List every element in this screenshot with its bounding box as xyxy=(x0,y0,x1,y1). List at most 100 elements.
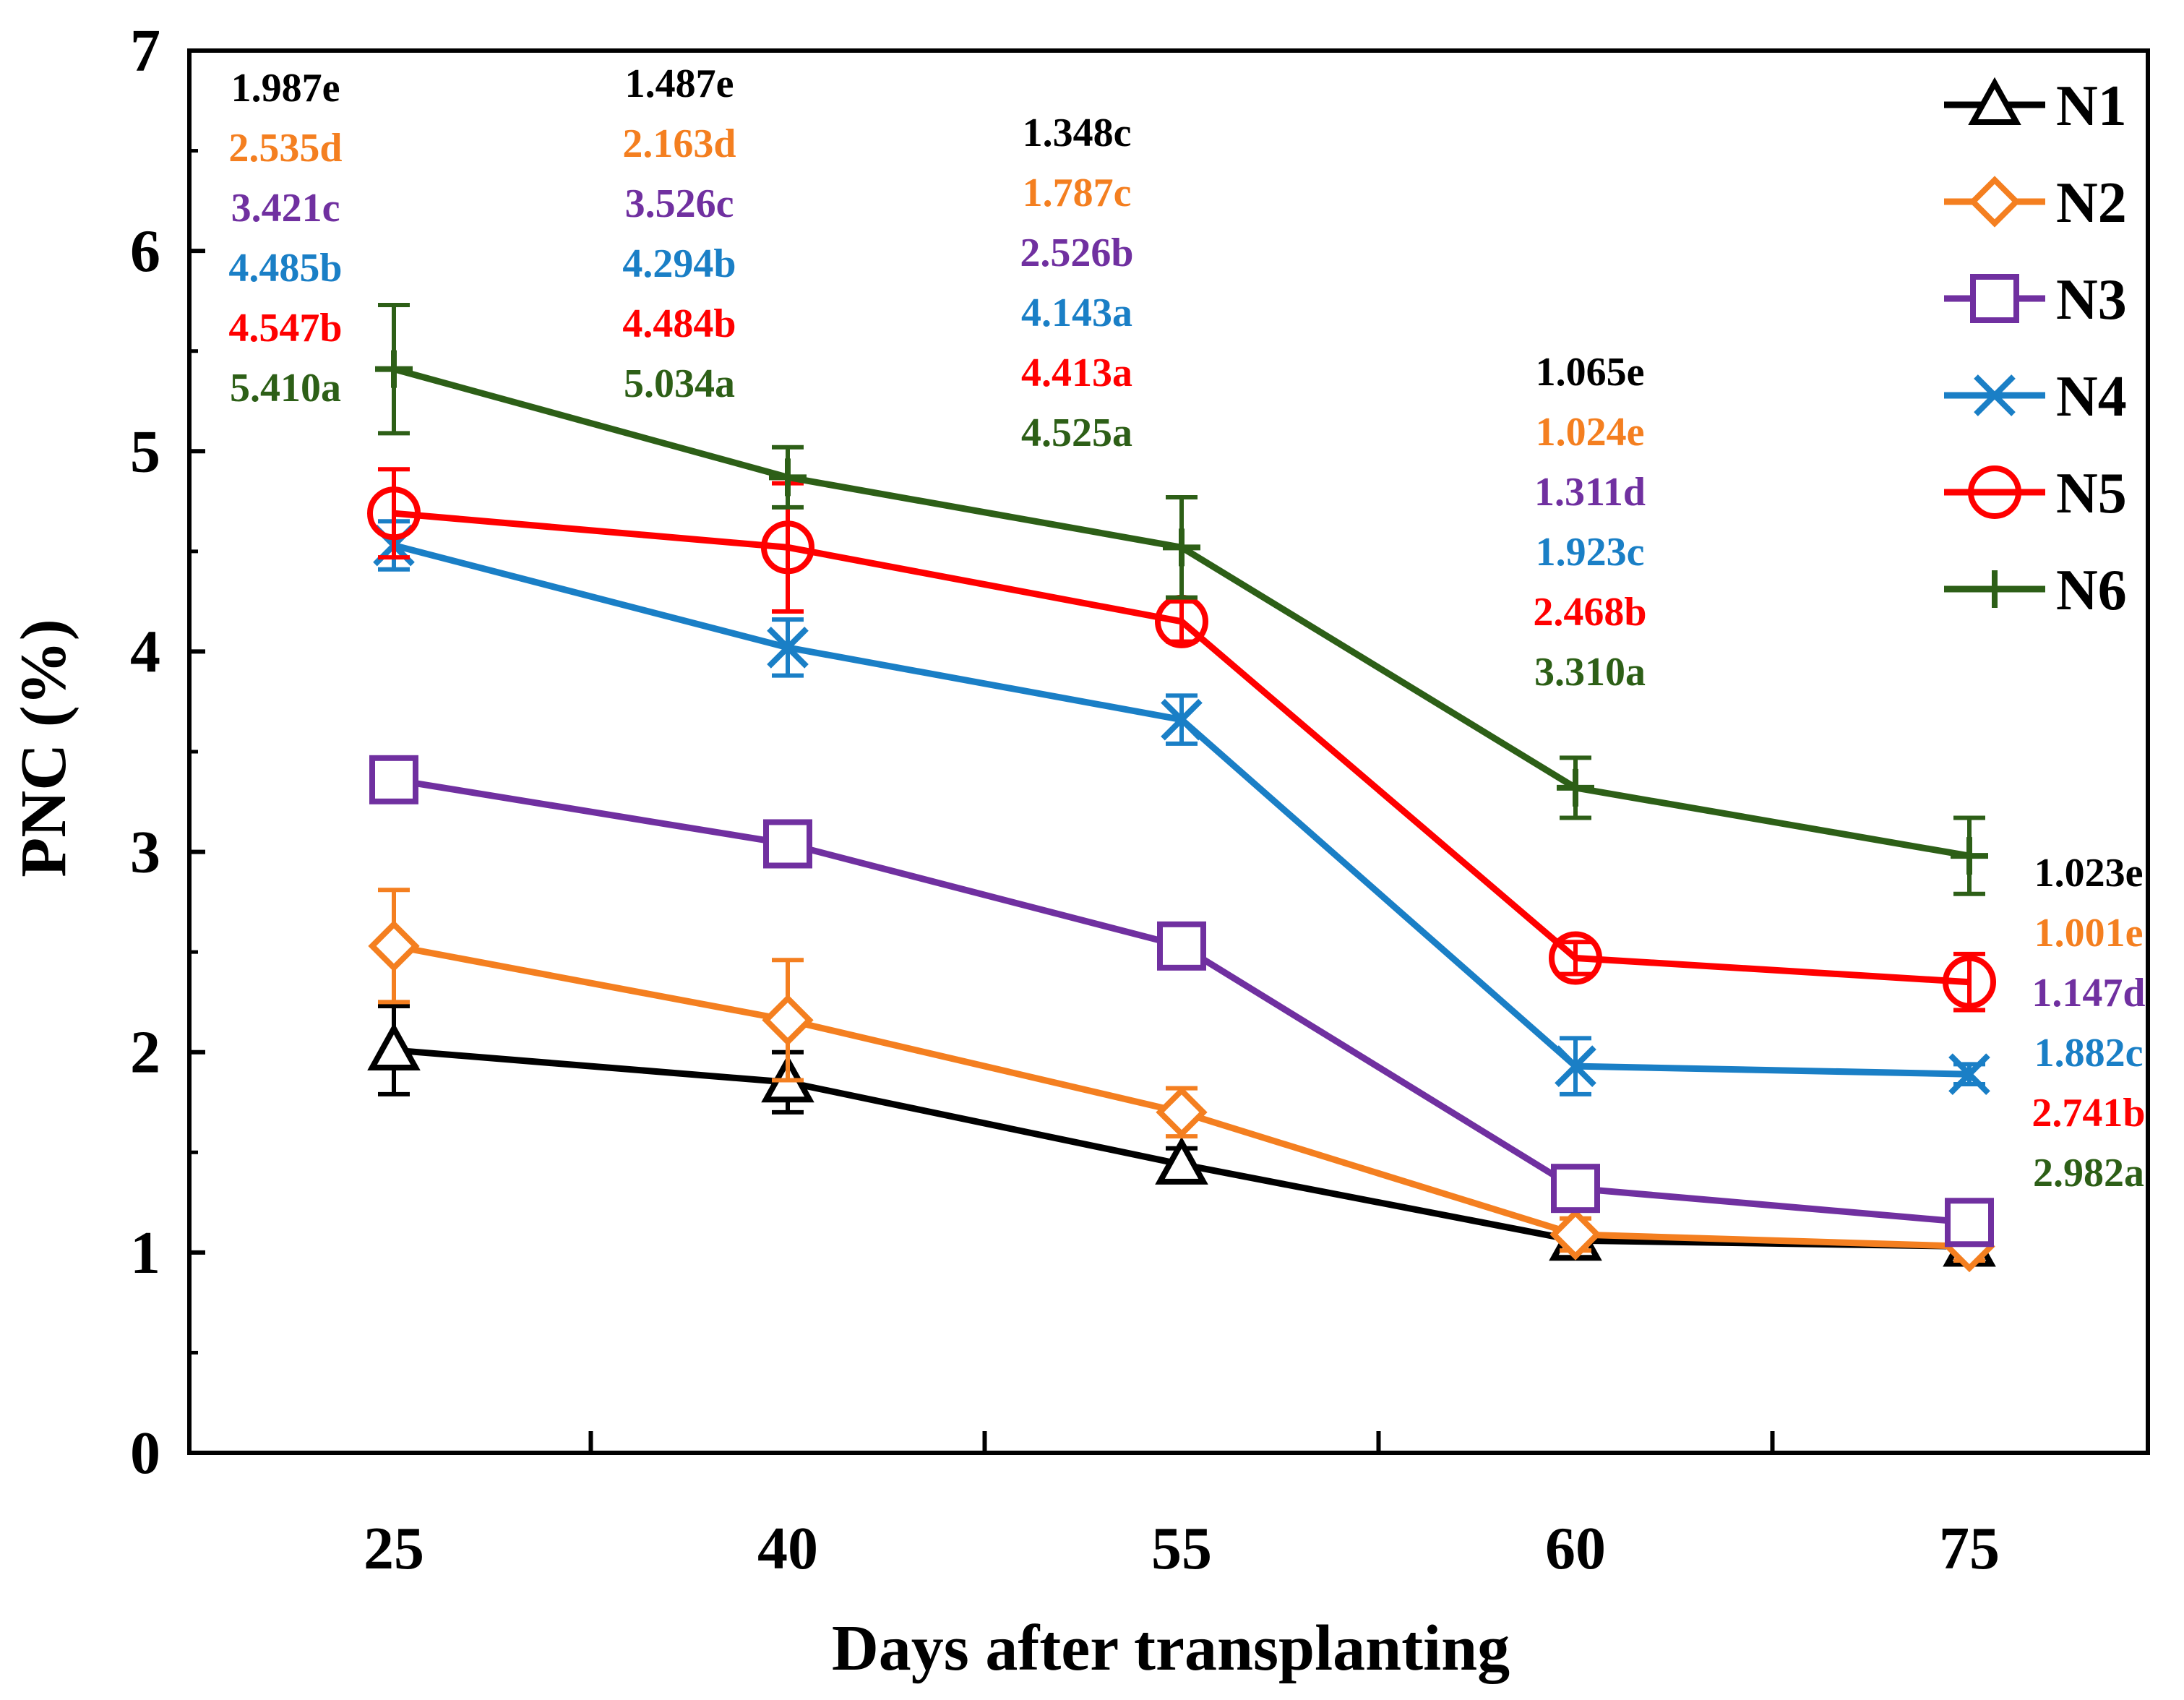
legend-marker-n1 xyxy=(1968,77,2021,125)
series-n6 xyxy=(375,302,1988,896)
significance-label: 3.526c xyxy=(625,181,734,226)
significance-label: 1.001e xyxy=(2034,911,2144,956)
legend-item-n5: N5 xyxy=(1944,462,2127,525)
significance-label: 1.787c xyxy=(1023,171,1132,215)
legend-label: N4 xyxy=(2056,365,2127,429)
significance-label: 3.310a xyxy=(1534,650,1646,695)
data-point-n1 xyxy=(367,1022,421,1070)
x-axis-title: Days after transplanting xyxy=(832,1613,1510,1684)
data-point-n5 xyxy=(367,486,421,541)
significance-label: 4.294b xyxy=(622,241,736,286)
legend-item-n6: N6 xyxy=(1944,559,2127,622)
y-tick-label: 0 xyxy=(130,1420,160,1487)
data-point-n3 xyxy=(1551,1164,1600,1214)
legend-marker-n6 xyxy=(1976,570,2013,608)
significance-label: 4.143a xyxy=(1021,291,1132,335)
data-point-n2 xyxy=(1549,1209,1602,1261)
legend-label: N1 xyxy=(2056,74,2127,138)
series-n2 xyxy=(368,888,1995,1273)
significance-label: 2.535d xyxy=(228,126,342,171)
significance-label: 1.923c xyxy=(1536,530,1645,575)
series-layer xyxy=(367,302,1996,1273)
error-bar xyxy=(1953,951,1985,1013)
y-tick-label: 4 xyxy=(130,618,160,685)
legend-marker-n3 xyxy=(1970,274,2019,323)
data-point-n3 xyxy=(1157,921,1206,971)
significance-label: 2.741b xyxy=(2032,1091,2145,1136)
legend-item-n1: N1 xyxy=(1944,74,2127,138)
significance-label: 2.468b xyxy=(1533,590,1646,635)
data-point-n5 xyxy=(1943,955,1996,1009)
legend-label: N3 xyxy=(2056,268,2127,332)
significance-label: 4.413a xyxy=(1021,351,1132,395)
error-bar xyxy=(378,467,410,560)
significance-label: 5.034a xyxy=(624,361,735,406)
data-point-n4 xyxy=(767,627,809,669)
significance-label: 1.024e xyxy=(1536,410,1645,455)
y-axis: 0 1 2 3 4 5 6 7 xyxy=(130,17,205,1487)
data-point-n6 xyxy=(375,350,413,388)
legend-item-n3: N3 xyxy=(1944,268,2127,332)
x-tick-label: 75 xyxy=(1939,1515,2000,1582)
series-n3 xyxy=(369,755,1994,1248)
significance-label: 4.547b xyxy=(228,306,342,351)
x-tick-label: 60 xyxy=(1545,1515,1606,1582)
significance-label: 1.147d xyxy=(2032,971,2145,1016)
y-tick-label: 7 xyxy=(130,17,160,85)
y-tick-label: 1 xyxy=(130,1219,160,1287)
legend-label: N6 xyxy=(2056,559,2127,622)
significance-label: 4.525a xyxy=(1021,411,1132,455)
x-tick-label: 25 xyxy=(364,1515,424,1582)
data-point-n6 xyxy=(769,458,807,497)
x-tick-label: 55 xyxy=(1151,1515,1212,1582)
significance-label: 1.065e xyxy=(1536,350,1645,395)
series-n5 xyxy=(367,467,1996,1013)
legend-marker-n4 xyxy=(1974,374,2016,416)
significance-labels: 1.987e 1.487e 1.348c 1.065e 1.023e 2.535d 2.16… xyxy=(228,61,2145,1195)
significance-label: 3.421c xyxy=(231,186,340,231)
y-tick-label: 3 xyxy=(130,819,160,886)
significance-label: 2.163d xyxy=(622,121,736,166)
significance-label: 4.484b xyxy=(622,301,736,346)
data-point-n4 xyxy=(1555,1045,1596,1087)
significance-label: 2.982a xyxy=(2033,1151,2144,1195)
legend-marker-n2 xyxy=(1969,176,2021,228)
significance-label: 1.882c xyxy=(2034,1031,2144,1076)
legend-label: N5 xyxy=(2056,462,2127,525)
x-tick-label: 40 xyxy=(757,1515,818,1582)
data-point-n2 xyxy=(368,920,420,972)
series-n4 xyxy=(373,519,1990,1096)
data-point-n6 xyxy=(1557,768,1594,807)
significance-label: 1.987e xyxy=(231,66,340,111)
legend: N1 N2 N3 N4 N5 N6 xyxy=(1944,74,2127,622)
significance-label: 1.348c xyxy=(1023,111,1132,155)
legend-marker-n5 xyxy=(1968,465,2021,519)
y-tick-label: 5 xyxy=(130,418,160,485)
data-point-n5 xyxy=(761,520,814,575)
y-axis-title: PNC (%) xyxy=(8,619,79,877)
legend-label: N2 xyxy=(2056,171,2127,235)
legend-item-n2: N2 xyxy=(1944,171,2127,235)
significance-label: 1.311d xyxy=(1534,470,1646,515)
data-point-n6 xyxy=(1163,528,1200,567)
data-point-n2 xyxy=(1156,1086,1208,1138)
y-tick-label: 6 xyxy=(130,218,160,285)
data-point-n3 xyxy=(1945,1198,1994,1248)
data-point-n3 xyxy=(763,819,812,869)
data-point-n5 xyxy=(1549,931,1602,985)
data-point-n3 xyxy=(369,755,418,804)
data-point-n4 xyxy=(1161,698,1203,741)
data-point-n2 xyxy=(762,994,814,1047)
error-bar xyxy=(1560,940,1591,976)
significance-label: 1.023e xyxy=(2034,851,2144,896)
y-tick-label: 2 xyxy=(130,1019,160,1086)
significance-label: 5.410a xyxy=(230,366,341,411)
x-axis: 25 40 55 60 75 xyxy=(364,1431,2000,1582)
legend-item-n4: N4 xyxy=(1944,365,2127,429)
significance-label: 2.526b xyxy=(1020,231,1133,275)
data-point-n4 xyxy=(1948,1053,1990,1096)
data-point-n1 xyxy=(1155,1136,1208,1185)
significance-label: 4.485b xyxy=(228,246,342,291)
